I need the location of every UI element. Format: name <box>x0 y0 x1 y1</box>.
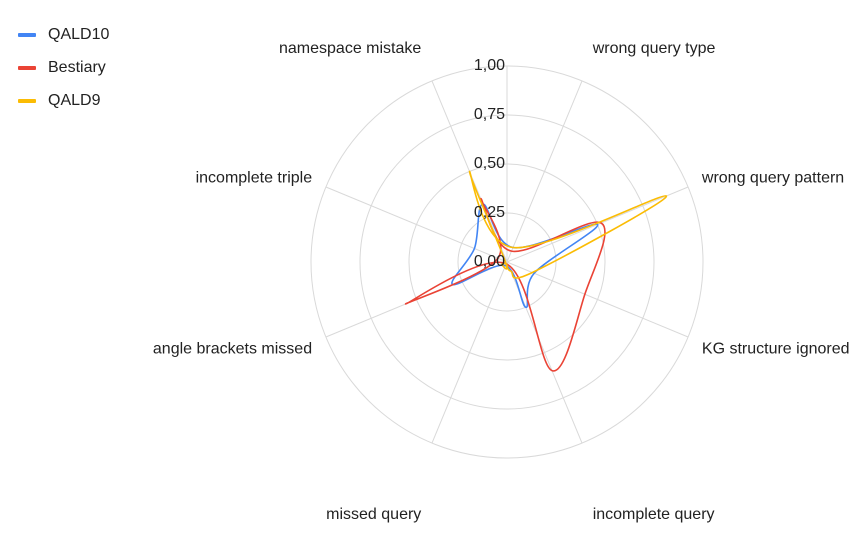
legend-swatch-qald9 <box>18 98 36 103</box>
legend-item-bestiary[interactable]: Bestiary <box>18 51 109 84</box>
legend-swatch-bestiary <box>18 65 36 70</box>
radar-labels: 0,00 0,25 0,50 0,75 1,00 wrong query type wron… <box>153 40 850 523</box>
axis-label-wrong-query-pattern: wrong query pattern <box>701 169 844 186</box>
legend-item-qald10[interactable]: QALD10 <box>18 18 109 51</box>
axis-label-namespace-mistake: namespace mistake <box>279 40 421 57</box>
axis-label-angle-brackets-missed: angle brackets missed <box>153 341 312 358</box>
axis-label-missed-query: missed query <box>326 506 421 523</box>
spoke-incomplete-triple <box>325 186 508 263</box>
legend-label-bestiary: Bestiary <box>48 58 106 76</box>
axis-label-incomplete-triple: incomplete triple <box>196 169 313 186</box>
tick-label-1: 0,25 <box>474 204 505 221</box>
spoke-kg-structure-ignored <box>506 261 689 338</box>
legend: QALD10 Bestiary QALD9 <box>18 18 109 117</box>
radar-series <box>404 170 668 372</box>
tick-label-2: 0,50 <box>474 155 505 172</box>
axis-label-wrong-query-type: wrong query type <box>592 40 716 57</box>
tick-label-0: 0,00 <box>474 253 505 270</box>
tick-label-3: 0,75 <box>474 106 505 123</box>
legend-swatch-qald10 <box>18 32 36 37</box>
legend-label-qald9: QALD9 <box>48 91 101 109</box>
series-line-bestiary <box>404 197 606 372</box>
legend-label-qald10: QALD10 <box>48 25 110 43</box>
axis-label-kg-structure-ignored: KG structure ignored <box>702 341 850 358</box>
tick-label-4: 1,00 <box>474 57 505 74</box>
radar-grid <box>310 65 704 459</box>
spoke-missed-query <box>431 261 508 444</box>
axis-label-incomplete-query: incomplete query <box>593 506 715 523</box>
legend-item-qald9[interactable]: QALD9 <box>18 84 109 117</box>
spoke-wrong-query-type <box>506 80 583 263</box>
series-line-qald9 <box>468 170 668 279</box>
